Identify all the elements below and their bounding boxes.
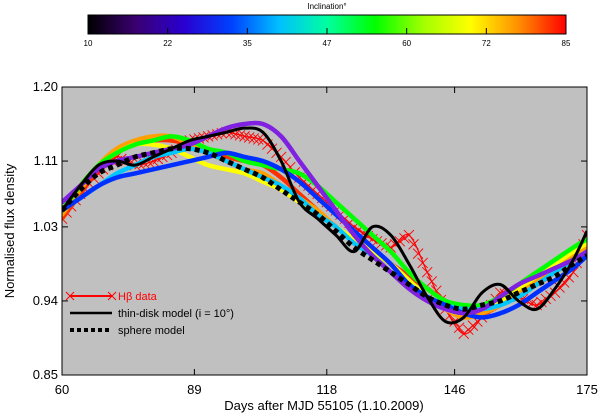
data-point bbox=[412, 248, 424, 259]
x-tick-label: 60 bbox=[55, 382, 69, 397]
plot-area: 60 89 118 146 175 0.85 0.94 1.03 1.11 1.20 bbox=[33, 79, 598, 397]
data-point bbox=[408, 239, 419, 250]
legend: Hβ data thin-disk model (i = 10°) sphere… bbox=[65, 291, 234, 337]
colorbar-tick-label: 85 bbox=[562, 39, 571, 48]
data-point bbox=[234, 130, 246, 141]
x-axis-label: Days after MJD 55105 (1.10.2009) bbox=[224, 398, 423, 413]
plot-frame bbox=[61, 86, 588, 376]
y-tick-label: 1.20 bbox=[33, 79, 58, 94]
colorbar-tick-label: 60 bbox=[402, 39, 411, 48]
legend-cross-right bbox=[107, 291, 117, 301]
data-point bbox=[417, 257, 428, 269]
y-axis-label: Normalised flux density bbox=[2, 163, 17, 298]
legend-label-data: Hβ data bbox=[118, 291, 158, 303]
colorbar: Inclination° 10 22 35 47 60 72 85 bbox=[84, 2, 571, 48]
series-layer bbox=[62, 120, 587, 340]
y-tick-label: 1.03 bbox=[33, 219, 58, 234]
legend-cross-left bbox=[65, 291, 75, 301]
data-point bbox=[239, 131, 250, 142]
y-tick-label: 0.94 bbox=[33, 293, 58, 308]
x-tick-label: 146 bbox=[444, 382, 466, 397]
y-tick-label: 1.11 bbox=[34, 153, 58, 168]
legend-label-thin-disk: thin-disk model (i = 10°) bbox=[118, 308, 234, 320]
colorbar-tick-label: 35 bbox=[243, 39, 252, 48]
colorbar-tick-label: 47 bbox=[323, 39, 332, 48]
series-i-22 bbox=[62, 150, 587, 320]
data-point bbox=[403, 229, 415, 241]
legend-item-data: Hβ data bbox=[65, 291, 158, 303]
data-point bbox=[248, 133, 260, 144]
series-sphere-model bbox=[62, 145, 587, 312]
x-tick-label: 89 bbox=[187, 382, 201, 397]
y-axis-ticks: 0.85 0.94 1.03 1.11 1.20 bbox=[33, 79, 587, 382]
data-point bbox=[453, 322, 465, 334]
data-point bbox=[421, 266, 433, 278]
colorbar-tick-label: 10 bbox=[84, 39, 93, 48]
data-point bbox=[536, 296, 547, 308]
data-point bbox=[426, 276, 438, 287]
series-thin-disk-model bbox=[62, 126, 587, 325]
legend-item-thin-disk: thin-disk model (i = 10°) bbox=[70, 308, 234, 320]
x-tick-label: 118 bbox=[316, 382, 337, 397]
x-tick-label: 175 bbox=[576, 382, 598, 397]
y-tick-label: 0.85 bbox=[33, 367, 58, 382]
data-point bbox=[252, 134, 264, 145]
data-point bbox=[243, 132, 255, 143]
colorbar-tick-label: 22 bbox=[163, 39, 172, 48]
data-point bbox=[399, 232, 410, 244]
colorbar-ticks: 10 22 35 47 60 72 85 bbox=[84, 28, 571, 48]
colorbar-tick-label: 72 bbox=[482, 39, 491, 48]
legend-item-sphere: sphere model bbox=[70, 325, 185, 337]
x-axis-ticks: 60 89 118 146 175 bbox=[55, 87, 598, 397]
legend-label-sphere: sphere model bbox=[118, 325, 185, 337]
colorbar-label: Inclination° bbox=[307, 2, 346, 11]
